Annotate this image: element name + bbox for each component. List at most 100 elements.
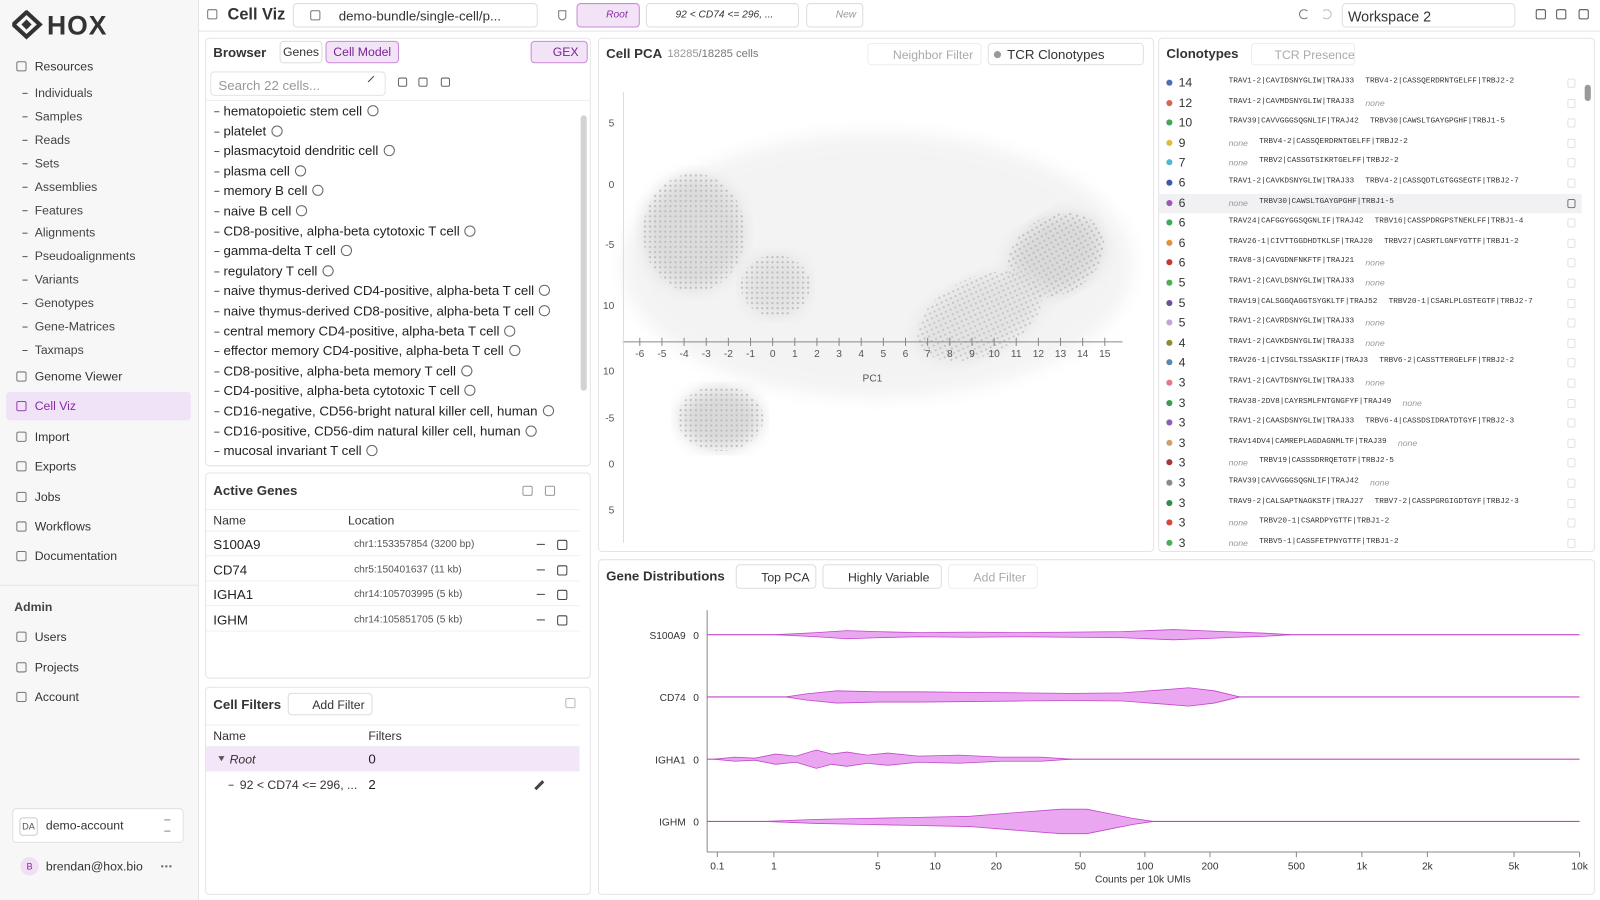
- nav-subitem[interactable]: Alignments: [34, 225, 96, 241]
- nav-item[interactable]: Workflows: [34, 519, 91, 534]
- clonotype-row[interactable]: 6 TRAV8-3|CAVGDNFNKFTF|TRAJ21 none: [1159, 253, 1581, 272]
- undo[interactable]: [1298, 9, 1310, 20]
- cell-type[interactable]: CD8-positive, alpha-beta cytotoxic T cel…: [223, 223, 460, 239]
- cell-type[interactable]: memory B cell: [223, 183, 308, 199]
- account-switcher[interactable]: DA demo-account: [12, 808, 184, 843]
- clonotype-count: 3: [1178, 495, 1186, 510]
- clonotype-row[interactable]: 3 TRAV9-2|CALSAPTNAGKSTF|TRAJ27 TRBV7-2|CA…: [1159, 493, 1581, 512]
- nav-item[interactable]: Genome Viewer: [34, 369, 123, 384]
- nav-subitem[interactable]: Samples: [34, 109, 83, 124]
- cell-type[interactable]: central memory CD4-positive, alpha-beta …: [223, 323, 500, 339]
- clonotype-row[interactable]: 14 TRAV1-2|CAVIDSNYGLIW|TRAJ33 TRBV4-2|CAS…: [1159, 73, 1581, 92]
- cell-type[interactable]: naive B cell: [223, 203, 292, 219]
- remove-button[interactable]: [536, 593, 545, 596]
- neighbor-filter[interactable]: Neighbor Filter: [867, 42, 982, 66]
- clonotype-row[interactable]: 3 TRAV1-2|CAVTDSNYGLIW|TRAJ33 none: [1159, 373, 1581, 392]
- nav-item[interactable]: Jobs: [34, 489, 61, 505]
- tab[interactable]: Cell Model: [325, 40, 399, 64]
- tcr-presence-filter[interactable]: TCR Presence: [1251, 42, 1356, 66]
- clonotype-row[interactable]: 5 TRAV1-2|CAVRDSNYGLIW|TRAJ33 none: [1159, 313, 1581, 332]
- tab[interactable]: Genes: [279, 40, 323, 64]
- nav-item[interactable]: Projects: [34, 660, 79, 675]
- sidebar: HOX Resources Individuals Samples Reads Sets A…: [0, 0, 199, 900]
- color-by-select[interactable]: TCR Clonotypes: [987, 42, 1144, 66]
- cell-type[interactable]: naive thymus-derived CD8-positive, alpha…: [223, 303, 535, 319]
- clonotype-row[interactable]: 10 TRAV39|CAVVGGGSQGNLIF|TRAJ42 TRBV30|CAW…: [1159, 113, 1581, 132]
- clonotype-row[interactable]: 6 TRAV1-2|CAVKDSNYGLIW|TRAJ33 TRBV4-2|CASS…: [1159, 173, 1581, 192]
- cell-type[interactable]: gamma-delta T cell: [223, 243, 336, 259]
- nav-subitem[interactable]: Reads: [34, 132, 71, 147]
- breadcrumb[interactable]: Root: [576, 3, 640, 28]
- clonotype-row[interactable]: 4 TRAV1-2|CAVKDSNYGLIW|TRAJ33 none: [1159, 333, 1581, 352]
- filter-row[interactable]: [206, 771, 580, 797]
- nav-subitem[interactable]: Genotypes: [34, 296, 94, 311]
- clonotype-row[interactable]: 3 none TRBV5-1|CASSFETPNYGTTF|TRBJ1-2: [1159, 533, 1581, 552]
- clonotype-row[interactable]: 3 TRAV38-2DV8|CAYRSMLFNTGNGFYF|TRAJ49 none: [1159, 393, 1581, 412]
- cell-type[interactable]: platelet: [223, 123, 267, 139]
- cell-type[interactable]: plasmacytoid dendritic cell: [223, 143, 379, 159]
- clonotype-row[interactable]: 3 TRAV1-2|CAASDSNYGLIW|TRAJ33 TRBV6-4|CASS…: [1159, 413, 1581, 432]
- clonotype-row[interactable]: 5 TRAV1-2|CAVLDSNYGLIW|TRAJ33 none: [1159, 273, 1581, 292]
- clonotype-row[interactable]: 12 TRAV1-2|CAVMDSNYGLIW|TRAJ33 none: [1159, 93, 1581, 112]
- remove-button[interactable]: [536, 618, 545, 621]
- beta-chain: none: [1365, 317, 1385, 328]
- clonotype-row[interactable]: 9 none TRBV4-2|CASSQERDRNTGELFF|TRBJ2-2: [1159, 133, 1581, 152]
- cell-type[interactable]: plasma cell: [223, 163, 290, 179]
- cell-type[interactable]: CD16-positive, CD56-dim natural killer c…: [223, 423, 521, 439]
- clonotype-row[interactable]: 5 TRAV19|CALSGGQAGGTSYGKLTF|TRAJ52 TRBV20-…: [1159, 293, 1581, 312]
- cell-type[interactable]: CD16-negative, CD56-bright natural kille…: [223, 403, 538, 419]
- clonotype-row[interactable]: 6 TRAV24|CAFGGYGGSQGNLIF|TRAJ42 TRBV16|CAS…: [1159, 213, 1581, 232]
- clonotype-row[interactable]: 3 none TRBV20-1|CSARDPYGTTF|TRBJ1-2: [1159, 513, 1581, 532]
- icon: [1567, 378, 1576, 388]
- user-email[interactable]: brendan@hox.bio: [45, 859, 143, 874]
- cell-type[interactable]: effector memory CD4-positive, alpha-beta…: [223, 343, 504, 359]
- clonotype-row[interactable]: 3 TRAV14DV4|CAMREPLAGDAGNMLTF|TRAJ39 none: [1159, 433, 1581, 452]
- nav-subitem[interactable]: Taxmaps: [34, 342, 84, 358]
- search-box[interactable]: Search 22 cells...: [210, 71, 386, 96]
- nav-item[interactable]: Documentation: [34, 548, 118, 564]
- nav-subitem[interactable]: Gene-Matrices: [34, 319, 116, 334]
- breadcrumb[interactable]: New: [806, 3, 864, 28]
- cell-type[interactable]: regulatory T cell: [223, 263, 318, 279]
- distribution-button[interactable]: Highly Variable: [822, 564, 942, 589]
- cell-type[interactable]: CD4-positive, alpha-beta cytotoxic T cel…: [223, 383, 460, 399]
- nav-item[interactable]: Users: [34, 629, 67, 644]
- nav-subitem[interactable]: Variants: [34, 272, 79, 287]
- redo[interactable]: [1321, 9, 1332, 20]
- clonotype-row[interactable]: 3 TRAV39|CAVVGGGSQGNLIF|TRAJ42 none: [1159, 473, 1581, 492]
- filter-row[interactable]: [206, 746, 580, 772]
- clonotype-row[interactable]: 6 TRAV26-1|CIVTTGGDHDTKLSF|TRAJ20 TRBV27|C…: [1159, 233, 1581, 252]
- workspace-select[interactable]: Workspace 2: [1341, 3, 1516, 28]
- user-avatar: B: [20, 857, 39, 876]
- nav-subitem[interactable]: Individuals: [34, 85, 93, 100]
- distribution-button[interactable]: Top PCA: [735, 564, 817, 589]
- nav-item[interactable]: Account: [34, 689, 79, 705]
- add-filter-button[interactable]: Add Filter: [287, 692, 373, 716]
- nav-item[interactable]: Cell Viz: [34, 398, 76, 414]
- nav-subitem[interactable]: Pseudoalignments: [34, 249, 136, 264]
- alpha-chain: none: [1228, 157, 1248, 168]
- more-icon[interactable]: [161, 865, 172, 868]
- cell-type[interactable]: mucosal invariant T cell: [223, 443, 362, 459]
- breadcrumb[interactable]: 92 < CD74 <= 296, ...: [645, 3, 799, 28]
- clonotype-row[interactable]: 7 none TRBV2|CASSGTSIKRTGELFF|TRBJ2-2: [1159, 153, 1581, 172]
- clonotype-row[interactable]: 3 none TRBV19|CASSSDRRQETGTF|TRBJ2-5: [1159, 453, 1581, 472]
- nav-subitem[interactable]: Sets: [34, 155, 60, 171]
- remove-button[interactable]: [536, 543, 545, 546]
- icon: [16, 691, 27, 703]
- clonotype-row[interactable]: 6 none TRBV30|CAWSLTGAYGPGHF|TRBJ1-5: [1159, 193, 1582, 213]
- cell-type[interactable]: hematopoietic stem cell: [223, 103, 363, 119]
- bundle-select[interactable]: demo-bundle/single-cell/p...: [292, 3, 538, 28]
- cell-type[interactable]: CD8-positive, alpha-beta memory T cell: [223, 363, 456, 379]
- gex-button[interactable]: GEX: [530, 40, 588, 64]
- nav-item[interactable]: Resources: [34, 59, 94, 74]
- nav-subitem[interactable]: Assemblies: [34, 179, 98, 194]
- nav-item[interactable]: Import: [34, 429, 70, 444]
- nav-subitem[interactable]: Features: [34, 202, 84, 217]
- nav-item[interactable]: Exports: [34, 459, 77, 474]
- distribution-button[interactable]: Add Filter: [947, 564, 1038, 589]
- cell-type[interactable]: naive thymus-derived CD4-positive, alpha…: [223, 283, 535, 299]
- clonotype-row[interactable]: 4 TRAV26-1|CIVSGLTSSASKIIF|TRAJ3 TRBV6-2|C…: [1159, 353, 1581, 372]
- remove-button[interactable]: [536, 568, 545, 571]
- column-header: Name: [213, 513, 246, 528]
